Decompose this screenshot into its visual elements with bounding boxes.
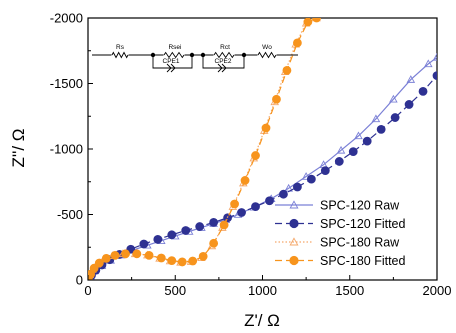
data-point [101, 253, 111, 263]
cpe-branch [152, 55, 193, 69]
data-point [389, 94, 398, 103]
data-point [237, 208, 246, 217]
data-point [209, 217, 219, 227]
x-tick-label: 500 [164, 283, 186, 298]
data-point [230, 199, 239, 209]
legend-entry: SPC-120 Raw [275, 199, 400, 213]
data-point [177, 257, 187, 267]
legend-label: SPC-120 Raw [320, 199, 400, 213]
data-point [348, 147, 358, 157]
data-point [121, 249, 130, 259]
data-point [282, 66, 292, 75]
data-point [219, 220, 229, 230]
data-point [265, 196, 274, 206]
data-point [390, 113, 400, 122]
data-point [406, 75, 416, 83]
data-point [198, 252, 208, 261]
equivalent-circuit-inset: Rs Rsei CPE1 Rct CPE2 Wo [92, 44, 298, 73]
y-tick-label: 0 [76, 273, 83, 288]
resistor-symbol [163, 51, 185, 59]
y-tick-label: -2000 [50, 11, 83, 26]
legend-label: SPC-180 Raw [320, 236, 400, 250]
data-point [153, 234, 163, 244]
resistor-symbol [111, 51, 129, 59]
circuit-label: Rct [220, 44, 230, 51]
data-point [303, 18, 313, 27]
series-layer [88, 18, 437, 280]
data-point [181, 226, 191, 235]
data-point [156, 253, 166, 263]
resistor-symbol [257, 51, 277, 59]
circuit-label: Wo [262, 44, 272, 51]
cpe-symbol [166, 63, 176, 73]
data-point [362, 136, 372, 146]
circuit-label: Rs [116, 44, 125, 51]
data-point [89, 263, 99, 273]
data-point [94, 258, 104, 268]
data-point [432, 52, 437, 61]
x-tick-label: 2000 [423, 283, 452, 298]
data-point [306, 174, 316, 184]
cpe-symbol [217, 63, 227, 73]
circuit-label: CPE1 [163, 58, 180, 65]
data-point [376, 124, 386, 134]
data-point [418, 86, 428, 96]
data-point [292, 38, 302, 48]
data-point [251, 202, 260, 212]
data-point [320, 166, 330, 176]
legend-entry: SPC-180 Fitted [275, 254, 406, 268]
legend-marker [289, 237, 299, 246]
data-point [336, 145, 346, 154]
data-point [167, 256, 177, 266]
legend-marker [289, 200, 299, 209]
data-point [209, 238, 219, 248]
data-point [301, 172, 311, 180]
data-point [292, 182, 302, 192]
legend-label: SPC-120 Fitted [320, 217, 406, 231]
data-point [240, 176, 250, 185]
legend-entry: SPC-120 Fitted [275, 217, 406, 231]
data-point [167, 230, 177, 240]
data-point [195, 222, 205, 231]
data-point [371, 114, 381, 123]
y-tick-label: -1000 [50, 142, 83, 157]
y-tick-label: -1500 [50, 76, 83, 91]
x-axis-title: Z'/ Ω [244, 311, 280, 330]
x-tick-label: 1000 [248, 283, 277, 298]
data-point [423, 59, 433, 68]
legend-marker [289, 255, 299, 266]
data-point [188, 256, 198, 266]
cpe-branch [202, 55, 245, 69]
data-point [432, 71, 437, 81]
data-point [272, 94, 281, 104]
data-point [251, 151, 260, 160]
y-axis-title: Z''/ Ω [9, 128, 28, 167]
legend: SPC-120 Raw SPC-120 Fitted SPC-180 Raw SPC-… [275, 199, 406, 268]
series-4 [88, 18, 321, 280]
data-point [404, 100, 414, 109]
data-point [261, 123, 271, 133]
data-point [334, 157, 344, 166]
data-point [279, 189, 288, 199]
legend-marker [289, 218, 299, 229]
data-point [354, 131, 363, 140]
circuit-label: CPE2 [215, 58, 232, 65]
resistor-symbol [213, 51, 235, 59]
legend-label: SPC-180 Fitted [320, 254, 406, 268]
axes-layer: 0 500 1000 1500 2000 0 -500 -1000 -1500 -2000 [50, 11, 452, 299]
data-point [144, 250, 154, 260]
x-tick-label: 0 [84, 283, 91, 298]
data-point [132, 249, 142, 259]
data-point [139, 239, 149, 249]
data-point [312, 18, 321, 23]
data-point [110, 250, 120, 260]
circuit-label: Rsei [168, 44, 181, 51]
legend-entry: SPC-180 Raw [275, 236, 400, 250]
x-tick-label: 1500 [335, 283, 364, 298]
y-tick-label: -500 [57, 207, 83, 222]
series-2 [88, 71, 437, 280]
